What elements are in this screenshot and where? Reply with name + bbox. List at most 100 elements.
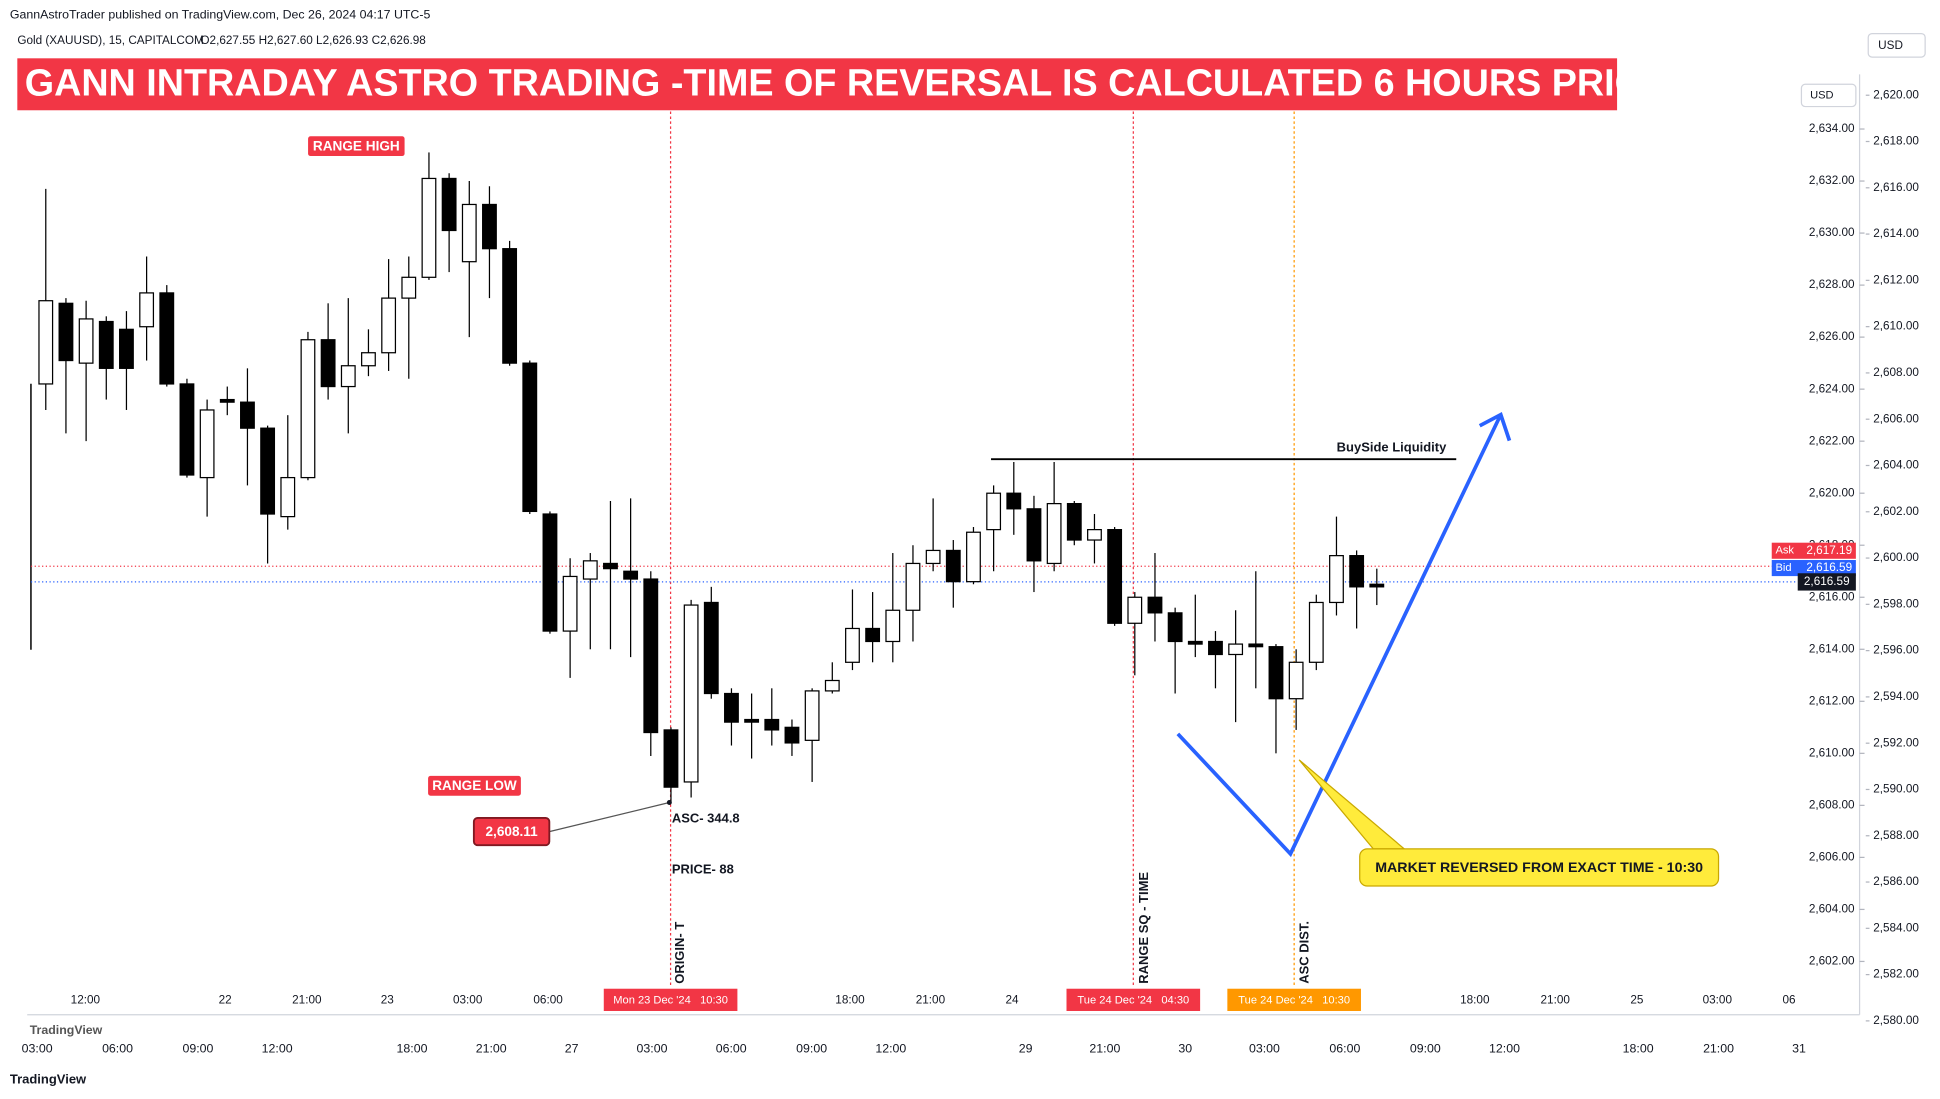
- range-low-box: [428, 775, 521, 796]
- y-tick-label: 2,614.00: [1809, 642, 1855, 655]
- range-low-value-box: [472, 817, 551, 847]
- candle-body: [1127, 596, 1143, 624]
- candle-body: [159, 292, 175, 385]
- x2-tick-label: 12:00: [262, 1042, 293, 1056]
- candle-body: [683, 604, 699, 783]
- x2-tick-label: 27: [565, 1042, 579, 1056]
- x-tick-label: 12:00: [71, 994, 101, 1007]
- candle-body: [401, 276, 417, 299]
- projection-arrowhead: [1478, 411, 1512, 442]
- candle-body: [1349, 555, 1365, 588]
- candle-body: [663, 729, 679, 788]
- x2-tick-label: 12:00: [875, 1042, 906, 1056]
- y-tick-label: 2,626.00: [1809, 330, 1855, 343]
- candle-body: [966, 531, 981, 583]
- range-low-connector: [549, 801, 670, 833]
- ask-tag-value: 2,617.19: [1806, 544, 1852, 557]
- candle-body: [905, 562, 921, 611]
- y2-tick-label: 2,606.00: [1873, 412, 1919, 425]
- x-tick-label: 21:00: [1541, 994, 1571, 1007]
- y2-tick-label: 2,602.00: [1873, 505, 1919, 518]
- y2-tick-label: 2,600.00: [1873, 551, 1919, 564]
- candle-body: [1066, 502, 1082, 541]
- candle-body: [562, 575, 578, 632]
- y2-tick-label: 2,588.00: [1873, 829, 1919, 842]
- candle-body: [38, 300, 54, 385]
- candle-body: [119, 328, 134, 369]
- candle-body: [1167, 612, 1183, 643]
- candle-body: [623, 570, 639, 580]
- candle-body: [441, 177, 457, 232]
- candle-body: [280, 476, 296, 518]
- y-tick-label: 2,624.00: [1809, 382, 1855, 395]
- y-tick-label: 2,612.00: [1809, 694, 1855, 707]
- y-tick-label: 2,616.00: [1809, 590, 1855, 603]
- candle-body: [1006, 492, 1022, 510]
- candle-body: [1107, 529, 1123, 624]
- candle-body: [845, 627, 860, 663]
- x2-tick-label: 09:00: [796, 1042, 827, 1056]
- candle-body: [98, 320, 114, 369]
- inner-currency: USD: [1810, 89, 1834, 101]
- candle-body: [1268, 646, 1284, 700]
- candle-body: [461, 203, 477, 263]
- y2-tick-label: 2,618.00: [1873, 135, 1919, 148]
- buyside-label: BuySide Liquidity: [1337, 439, 1447, 454]
- candle-body: [925, 549, 941, 565]
- publisher: GannAstroTrader published on TradingView…: [10, 7, 431, 21]
- candle-body: [482, 203, 497, 250]
- candle-body: [885, 609, 901, 643]
- bid-tag-value: 2,616.59: [1806, 561, 1852, 574]
- x-tick-label: 03:00: [1703, 994, 1733, 1007]
- candle-body: [179, 383, 195, 476]
- candle-body: [824, 679, 840, 692]
- candle-body: [1208, 640, 1223, 656]
- ask-tag-name: Ask: [1775, 545, 1794, 557]
- candle-body: [1147, 596, 1163, 614]
- candle-body: [744, 718, 760, 723]
- y2-tick-label: 2,580.00: [1873, 1014, 1919, 1027]
- y2-tick-label: 2,592.00: [1873, 736, 1919, 749]
- asc-label: ASC- 344.8: [672, 811, 740, 826]
- x2-tick-label: 12:00: [1489, 1042, 1520, 1056]
- x-tick-label: 06: [1783, 994, 1797, 1007]
- x2-tick-label: 03:00: [637, 1042, 668, 1056]
- candle-body: [502, 248, 518, 364]
- y2-tick-label: 2,586.00: [1873, 875, 1919, 888]
- y-tick-label: 2,606.00: [1809, 850, 1855, 863]
- x2-tick-label: 29: [1019, 1042, 1033, 1056]
- candle-body: [139, 292, 155, 328]
- candle-body: [784, 726, 800, 744]
- y2-tick-label: 2,598.00: [1873, 597, 1919, 610]
- y-tick-label: 2,602.00: [1809, 955, 1855, 968]
- currency-button[interactable]: [1867, 32, 1926, 58]
- range-low-value: 2,608.11: [486, 824, 539, 839]
- time-marker-box: [603, 988, 738, 1011]
- asc-dist-label: ASC DIST.: [1297, 921, 1312, 984]
- candle-body: [240, 401, 255, 429]
- candle-body: [1308, 601, 1324, 663]
- projection-path: [1176, 416, 1502, 858]
- last-tag-value: 2,616.59: [1804, 575, 1850, 588]
- x-tick-label: 23: [381, 994, 395, 1007]
- x2-tick-label: 09:00: [182, 1042, 213, 1056]
- range-low: RANGE LOW: [432, 778, 517, 793]
- y2-tick-label: 2,596.00: [1873, 644, 1919, 657]
- y2-tick-label: 2,582.00: [1873, 968, 1919, 981]
- time-marker-label: Tue 24 Dec '24 10:30: [1238, 994, 1350, 1006]
- x-tick-label: 03:00: [453, 994, 483, 1007]
- y-tick-label: 2,610.00: [1809, 746, 1855, 759]
- y2-tick-label: 2,614.00: [1873, 227, 1919, 240]
- marks: [30, 94, 1870, 1022]
- y-tick-label: 2,622.00: [1809, 434, 1855, 447]
- currency[interactable]: USD: [1878, 39, 1903, 52]
- x2-tick-label: 03:00: [22, 1042, 53, 1056]
- x-tick-label: 21:00: [916, 994, 946, 1007]
- ohlc: O2,627.55 H2,627.60 L2,626.93 C2,626.98: [200, 34, 426, 47]
- y2-tick-label: 2,620.00: [1873, 88, 1919, 101]
- brand: TradingView: [10, 1072, 87, 1087]
- candle-body: [945, 549, 961, 583]
- candle-body: [1087, 529, 1102, 541]
- candle-body: [199, 409, 215, 479]
